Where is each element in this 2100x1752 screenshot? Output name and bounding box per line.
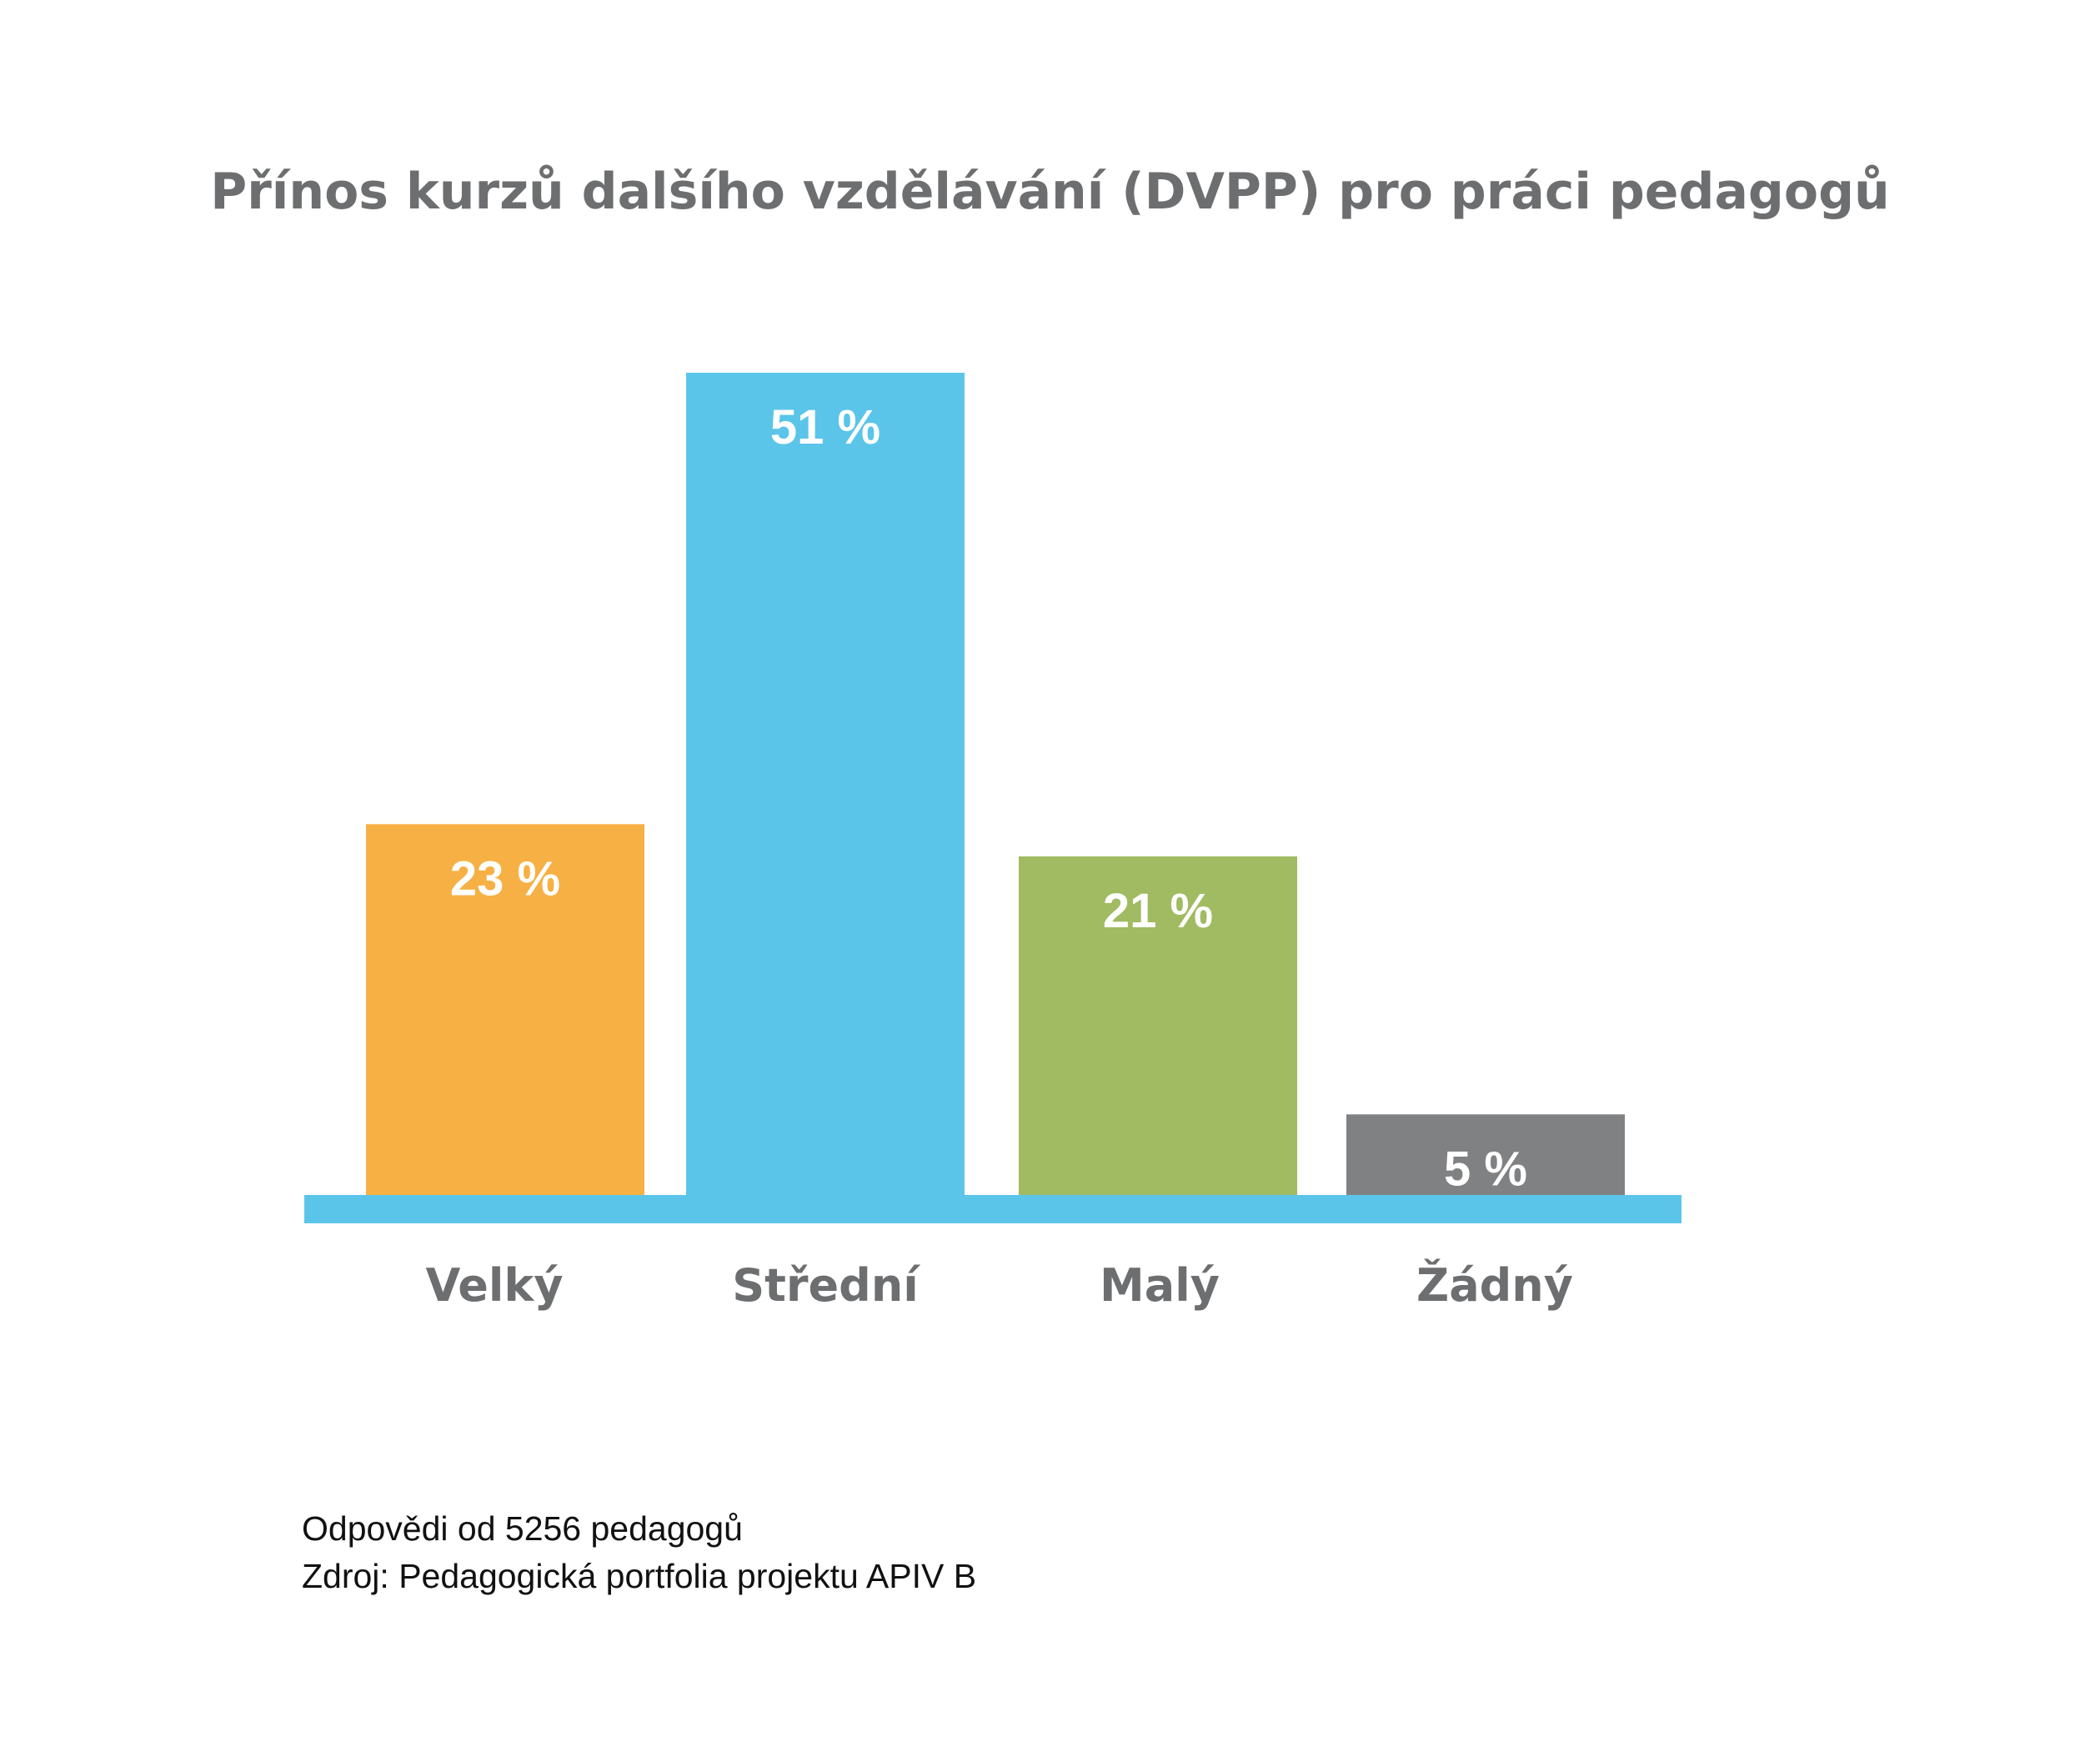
data-label-2: 51 %: [770, 400, 880, 454]
bar-3: [1019, 856, 1297, 1195]
chart-title: Přínos kurzů dalšího vzdělávání (DVPP) p…: [210, 163, 1890, 221]
source-note: Zdroj: Pedagogická portfolia projektu AP…: [302, 1557, 977, 1595]
data-label-3: 21 %: [1103, 884, 1213, 938]
category-label-4: Žádný: [1416, 1259, 1573, 1312]
data-label-1: 23 %: [450, 851, 560, 906]
category-label-2: Střední: [732, 1259, 920, 1312]
bar-4: [1346, 1114, 1625, 1195]
responses-note: Odpovědi od 5256 pedagogů: [302, 1509, 743, 1548]
labels-layer: 23 % Velký 51 % Střední 21 % Malý 5 % Žádný: [425, 400, 1573, 1312]
category-label-3: Malý: [1100, 1259, 1220, 1312]
category-label-1: Velký: [425, 1259, 563, 1312]
bars-layer: [366, 373, 1625, 1195]
data-label-4: 5 %: [1444, 1142, 1527, 1196]
bar-2: [686, 373, 965, 1195]
bar-1: [366, 824, 644, 1195]
chart-baseline: [304, 1195, 1682, 1223]
